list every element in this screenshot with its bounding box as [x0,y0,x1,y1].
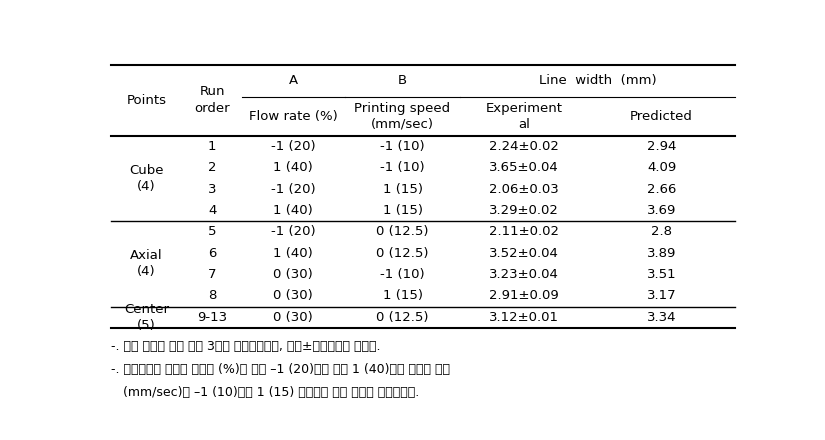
Text: 4: 4 [208,204,216,217]
Text: 1 (15): 1 (15) [383,183,422,196]
Text: 0 (30): 0 (30) [273,311,314,324]
Text: -1 (10): -1 (10) [380,268,425,281]
Text: 8: 8 [208,290,216,302]
Text: 7: 7 [208,268,216,281]
Text: 3.17: 3.17 [647,290,676,302]
Text: 1 (15): 1 (15) [383,290,422,302]
Text: 3.52±0.04: 3.52±0.04 [489,247,559,260]
Text: Run
order: Run order [195,85,230,115]
Text: 0 (12.5): 0 (12.5) [376,225,429,238]
Text: B: B [398,74,407,87]
Text: 3.29±0.02: 3.29±0.02 [489,204,559,217]
Text: 2.06±0.03: 2.06±0.03 [489,183,559,196]
Text: 5: 5 [208,225,216,238]
Text: 3.23±0.04: 3.23±0.04 [489,268,559,281]
Text: 3.89: 3.89 [647,247,676,260]
Text: 2.24±0.02: 2.24±0.02 [489,140,559,153]
Text: Line  width  (mm): Line width (mm) [539,74,657,87]
Text: Cube
(4): Cube (4) [130,164,164,193]
Text: 3.12±0.01: 3.12±0.01 [489,311,559,324]
Text: A: A [289,74,298,87]
Text: Printing speed
(mm/sec): Printing speed (mm/sec) [355,102,450,131]
Text: 1: 1 [208,140,216,153]
Text: Experiment
al: Experiment al [486,102,563,131]
Text: 1 (15): 1 (15) [383,204,422,217]
Text: (mm/sec)는 –1 (10)에서 1 (15) 범위에서 표면 설계를 진행하였음.: (mm/sec)는 –1 (10)에서 1 (15) 범위에서 표면 설계를 진… [111,386,419,399]
Text: 2.11±0.02: 2.11±0.02 [489,225,559,238]
Text: -1 (20): -1 (20) [271,225,316,238]
Text: -. 모든 조건별 실측 값은 3반복 진행하였으며, 평균±표준편차로 나타냄.: -. 모든 조건별 실측 값은 3반복 진행하였으며, 평균±표준편차로 나타냄… [111,340,380,353]
Text: Flow rate (%): Flow rate (%) [249,110,337,123]
Text: 2.66: 2.66 [647,183,676,196]
Text: -1 (20): -1 (20) [271,140,316,153]
Text: Predicted: Predicted [630,110,693,123]
Text: 3.34: 3.34 [647,311,676,324]
Text: 9-13: 9-13 [197,311,227,324]
Text: -1 (10): -1 (10) [380,140,425,153]
Text: -. 예비실험을 통하여 압출량 (%)은 최소 –1 (20)에서 최대 1 (40)으로 프린팅 속도: -. 예비실험을 통하여 압출량 (%)은 최소 –1 (20)에서 최대 1 … [111,363,450,376]
Text: 2.94: 2.94 [647,140,676,153]
Text: Center
(5): Center (5) [125,303,169,332]
Text: 6: 6 [208,247,216,260]
Text: 3.65±0.04: 3.65±0.04 [489,161,559,174]
Text: 3.51: 3.51 [647,268,676,281]
Text: 0 (30): 0 (30) [273,290,314,302]
Text: 1 (40): 1 (40) [273,247,314,260]
Text: 2: 2 [208,161,216,174]
Text: -1 (20): -1 (20) [271,183,316,196]
Text: 0 (12.5): 0 (12.5) [376,311,429,324]
Text: 1 (40): 1 (40) [273,204,314,217]
Text: Axial
(4): Axial (4) [130,249,163,279]
Text: 3.69: 3.69 [647,204,676,217]
Text: 1 (40): 1 (40) [273,161,314,174]
Text: 2.91±0.09: 2.91±0.09 [489,290,559,302]
Text: Points: Points [127,94,167,107]
Text: 3: 3 [208,183,216,196]
Text: 4.09: 4.09 [647,161,676,174]
Text: -1 (10): -1 (10) [380,161,425,174]
Text: 0 (12.5): 0 (12.5) [376,247,429,260]
Text: 2.8: 2.8 [651,225,672,238]
Text: 0 (30): 0 (30) [273,268,314,281]
